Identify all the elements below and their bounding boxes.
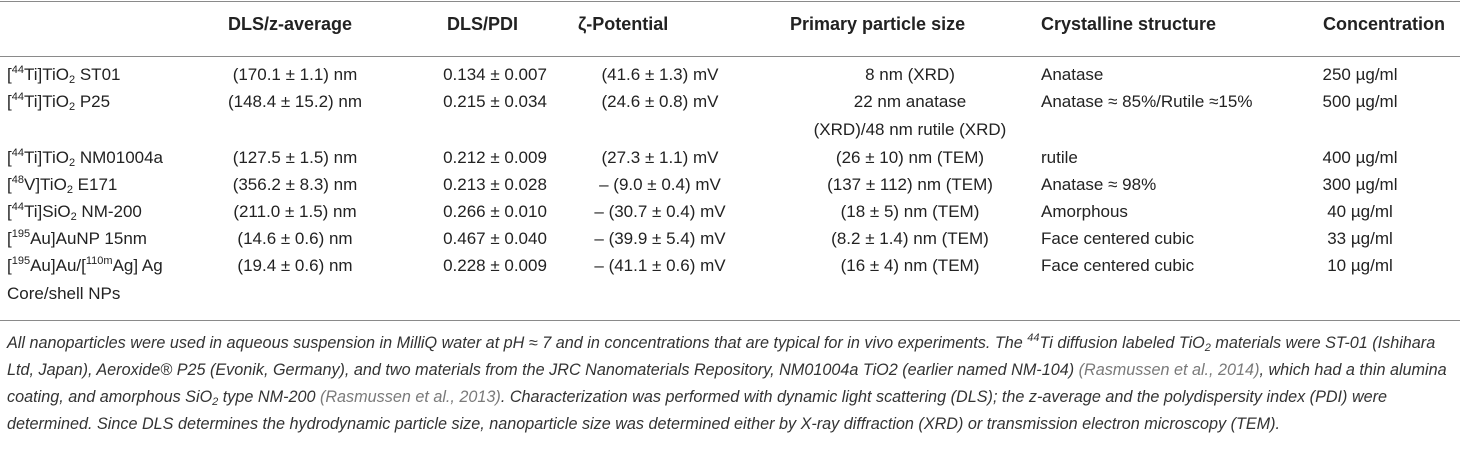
particle-size-cell: (26 ± 10) nm (TEM) (835, 148, 985, 167)
dls-pdi-cell: 0.213 ± 0.028 (443, 175, 547, 194)
zeta-potential-cell: – (41.1 ± 0.6) mV (594, 256, 726, 275)
citation-link[interactable]: (Rasmussen et al., 2013) (319, 388, 501, 406)
particle-size-cell: (137 ± 112) nm (TEM) (827, 175, 993, 194)
sample-name: [195Au]Au/[110mAg] Ag (7, 255, 163, 276)
sample-name: [195Au]AuNP 15nm (7, 228, 147, 249)
crystalline-structure-cell: Anatase ≈ 98% (1041, 175, 1157, 194)
header-dls-z-average: DLS/z-average (228, 14, 353, 34)
sample-name: [44Ti]TiO2 NM01004a (7, 147, 164, 169)
table-header-row: DLS/z-average DLS/PDI ζ-Potential Primar… (0, 14, 1460, 40)
dls-z-average-cell: (148.4 ± 15.2) nm (227, 92, 363, 111)
crystalline-structure-cell: Face centered cubic (1041, 256, 1195, 275)
particle-size-cell-line2: (XRD)/48 nm rutile (XRD) (813, 120, 1007, 139)
particle-size-cell: (16 ± 4) nm (TEM) (840, 256, 980, 275)
crystalline-structure-cell: Anatase (1041, 65, 1104, 84)
zeta-potential-cell: (41.6 ± 1.3) mV (601, 65, 719, 84)
dls-z-average-cell: (127.5 ± 1.5) nm (232, 148, 358, 167)
dls-pdi-cell: 0.467 ± 0.040 (443, 229, 547, 248)
concentration-cell: 250 µg/ml (1322, 65, 1398, 84)
concentration-cell: 40 µg/ml (1327, 202, 1393, 221)
table-header-rule (0, 56, 1460, 57)
dls-pdi-cell: 0.215 ± 0.034 (443, 92, 547, 111)
zeta-potential-cell: (24.6 ± 0.8) mV (601, 92, 719, 111)
sample-name-line2: Core/shell NPs (7, 284, 121, 303)
header-dls-pdi: DLS/PDI (447, 14, 519, 34)
crystalline-structure-cell: Face centered cubic (1041, 229, 1195, 248)
crystalline-structure-cell: rutile (1041, 148, 1078, 167)
dls-pdi-cell: 0.266 ± 0.010 (443, 202, 547, 221)
particle-size-cell: (18 ± 5) nm (TEM) (840, 202, 980, 221)
particle-size-cell: 22 nm anatase (853, 92, 967, 111)
concentration-cell: 33 µg/ml (1327, 229, 1393, 248)
zeta-potential-cell: – (9.0 ± 0.4) mV (599, 175, 721, 194)
zeta-potential-cell: – (39.9 ± 5.4) mV (594, 229, 726, 248)
crystalline-structure-cell: Amorphous (1041, 202, 1128, 221)
dls-z-average-cell: (14.6 ± 0.6) nm (237, 229, 353, 248)
concentration-cell: 300 µg/ml (1322, 175, 1398, 194)
dls-pdi-cell: 0.134 ± 0.007 (443, 65, 547, 84)
table-bottom-rule (0, 320, 1460, 321)
particle-size-cell: 8 nm (XRD) (865, 65, 955, 84)
dls-pdi-cell: 0.228 ± 0.009 (443, 256, 547, 275)
dls-z-average-cell: (19.4 ± 0.6) nm (237, 256, 353, 275)
particle-size-cell: (8.2 ± 1.4) nm (TEM) (831, 229, 989, 248)
sample-name: [48V]TiO2 E171 (7, 174, 118, 196)
header-crystalline-structure: Crystalline structure (1041, 14, 1217, 34)
concentration-cell: 400 µg/ml (1322, 148, 1398, 167)
citation-link[interactable]: (Rasmussen et al., 2014) (1078, 361, 1260, 379)
table-footnote: All nanoparticles were used in aqueous s… (7, 332, 1447, 434)
dls-pdi-cell: 0.212 ± 0.009 (443, 148, 547, 167)
dls-z-average-cell: (356.2 ± 8.3) nm (232, 175, 358, 194)
sample-name: [44Ti]TiO2 ST01 (7, 64, 121, 86)
sample-name: [44Ti]SiO2 NM-200 (7, 201, 142, 223)
header-concentration: Concentration (1323, 14, 1446, 34)
zeta-potential-cell: – (30.7 ± 0.4) mV (594, 202, 726, 221)
zeta-potential-cell: (27.3 ± 1.1) mV (601, 148, 719, 167)
concentration-cell: 500 µg/ml (1322, 92, 1398, 111)
table-top-rule (0, 1, 1460, 2)
header-zeta-potential: ζ-Potential (578, 14, 669, 34)
header-primary-particle-size: Primary particle size (790, 14, 966, 34)
crystalline-structure-cell: Anatase ≈ 85%/Rutile ≈15% (1041, 92, 1253, 111)
dls-z-average-cell: (211.0 ± 1.5) nm (233, 202, 357, 221)
sample-name: [44Ti]TiO2 P25 (7, 91, 111, 113)
dls-z-average-cell: (170.1 ± 1.1) nm (232, 65, 358, 84)
concentration-cell: 10 µg/ml (1327, 256, 1393, 275)
